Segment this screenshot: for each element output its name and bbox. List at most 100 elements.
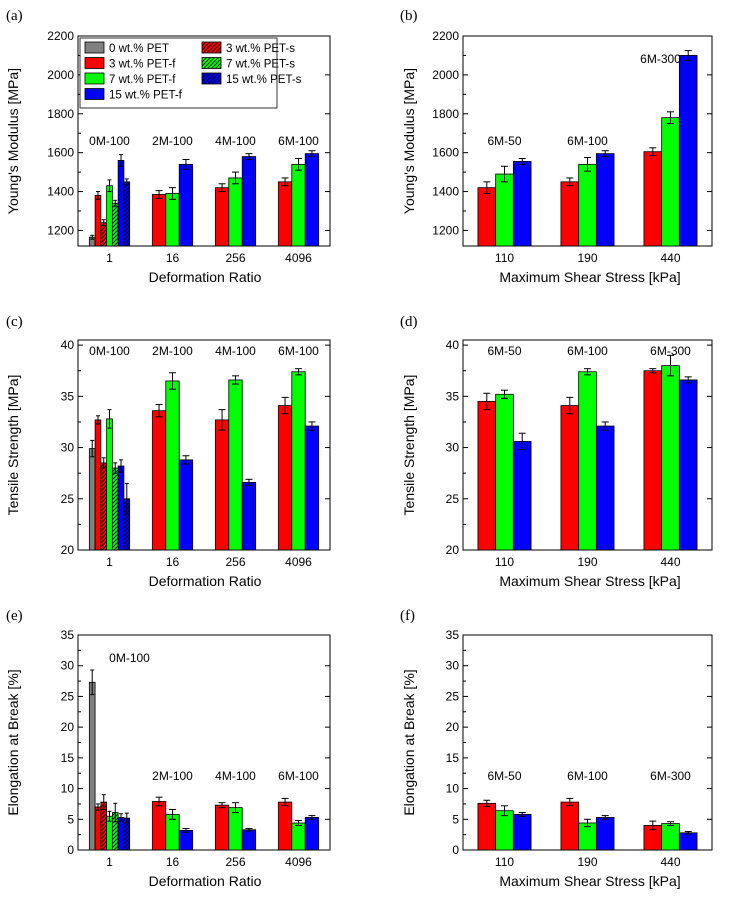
- bar: [643, 370, 663, 551]
- y-tick-label: 30: [446, 441, 460, 455]
- y-tick-label: 1200: [47, 223, 74, 237]
- bar: [291, 371, 306, 551]
- group-label: 0M-100: [89, 134, 130, 148]
- panel-label: (a): [6, 8, 23, 24]
- panel-label: (c): [6, 314, 23, 330]
- y-tick-label: 10: [446, 782, 460, 796]
- y-tick-label: 1200: [432, 223, 459, 237]
- legend-swatch: [84, 41, 105, 54]
- bar: [277, 801, 293, 851]
- group-label: 6M-100: [567, 344, 608, 358]
- y-tick-label: 1600: [47, 146, 74, 160]
- plot-frame: [77, 35, 331, 247]
- bar: [228, 177, 243, 247]
- y-tick-label: 20: [446, 543, 460, 557]
- y-tick-label: 20: [446, 720, 460, 734]
- bar: [151, 801, 167, 851]
- bar: [165, 193, 180, 247]
- bar: [241, 156, 257, 247]
- y-tick-label: 40: [61, 338, 75, 352]
- bar: [477, 401, 497, 551]
- bar: [595, 425, 615, 551]
- group-label: 6M-50: [487, 344, 521, 358]
- x-tick-label: 190: [577, 251, 597, 265]
- group-label: 0M-100: [89, 344, 130, 358]
- x-axis-title: Deformation Ratio: [149, 573, 262, 589]
- bar: [512, 161, 532, 247]
- group-label: 0M-100: [109, 651, 150, 665]
- legend-label: 0 wt.% PET: [109, 43, 169, 55]
- bar: [94, 419, 102, 551]
- bar: [214, 419, 230, 551]
- bar: [291, 822, 306, 851]
- x-tick-label: 256: [225, 855, 245, 869]
- bar: [117, 160, 125, 247]
- bar: [661, 117, 680, 247]
- bar: [495, 393, 514, 551]
- bar: [560, 181, 580, 247]
- plot-frame: [77, 339, 331, 551]
- y-axis-title: Tensile Strength [MPa]: [5, 375, 21, 516]
- x-tick-label: 110: [495, 251, 514, 265]
- panel-label: (e): [6, 608, 23, 624]
- group-label: 6M-100: [567, 769, 608, 783]
- y-tick-label: 10: [61, 782, 75, 796]
- bar: [304, 425, 320, 551]
- legend-label: 3 wt.% PET-s: [226, 43, 295, 55]
- x-axis-title: Maximum Shear Stress [kPa]: [499, 269, 680, 285]
- bar: [595, 817, 615, 851]
- legend-swatch: [84, 88, 105, 100]
- y-tick-label: 35: [446, 389, 460, 403]
- x-tick-label: 190: [577, 555, 597, 569]
- bar: [100, 222, 108, 247]
- y-tick-label: 25: [446, 689, 460, 703]
- y-axis-title: Young's Modulus [MPa]: [5, 68, 21, 214]
- y-axis-title: Tensile Strength [MPa]: [401, 375, 417, 516]
- group-label: 4M-100: [215, 344, 256, 358]
- y-tick-label: 35: [446, 628, 460, 642]
- bar: [678, 832, 698, 851]
- x-tick-label: 16: [166, 555, 180, 569]
- bar: [560, 801, 580, 851]
- y-tick-label: 35: [61, 389, 75, 403]
- x-tick-label: 440: [660, 855, 680, 869]
- y-tick-label: 1600: [432, 146, 459, 160]
- group-label: 2M-100: [152, 344, 193, 358]
- bar: [94, 195, 102, 247]
- legend-label: 3 wt.% PET-f: [109, 59, 176, 71]
- y-tick-label: 1400: [432, 185, 459, 199]
- bar: [277, 181, 293, 247]
- bar: [111, 202, 119, 247]
- y-tick-label: 5: [67, 812, 74, 826]
- bar: [214, 804, 230, 851]
- bar: [94, 806, 102, 851]
- group-label: 2M-100: [152, 134, 193, 148]
- bar: [661, 823, 680, 851]
- x-tick-label: 4096: [285, 251, 312, 265]
- bar: [512, 441, 532, 551]
- group-label: 6M-100: [278, 134, 319, 148]
- bar: [178, 163, 194, 247]
- y-tick-label: 25: [446, 492, 460, 506]
- bar: [291, 163, 306, 247]
- y-tick-label: 15: [446, 751, 460, 765]
- bar: [678, 55, 698, 247]
- y-tick-label: 5: [452, 812, 459, 826]
- bar: [277, 405, 293, 551]
- bar: [304, 817, 320, 851]
- group-label: 2M-100: [152, 769, 193, 783]
- legend-box: [79, 37, 278, 109]
- bar: [123, 181, 131, 247]
- panel-c: (c) 20 25 30 35 40 1 16 256 4096 Deformation Ratio…: [5, 314, 331, 589]
- y-tick-label: 25: [61, 689, 75, 703]
- bar: [106, 185, 113, 247]
- x-axis-title: Maximum Shear Stress [kPa]: [499, 573, 680, 589]
- legend: 0 wt.% PET 3 wt.% PET-s 3 wt.% PET-f 7 wt.%…: [79, 37, 302, 109]
- bar: [477, 802, 497, 851]
- x-tick-label: 1: [106, 855, 113, 869]
- y-tick-label: 20: [61, 543, 75, 557]
- bar: [560, 405, 580, 551]
- y-tick-label: 1800: [47, 107, 74, 121]
- bar: [111, 467, 119, 551]
